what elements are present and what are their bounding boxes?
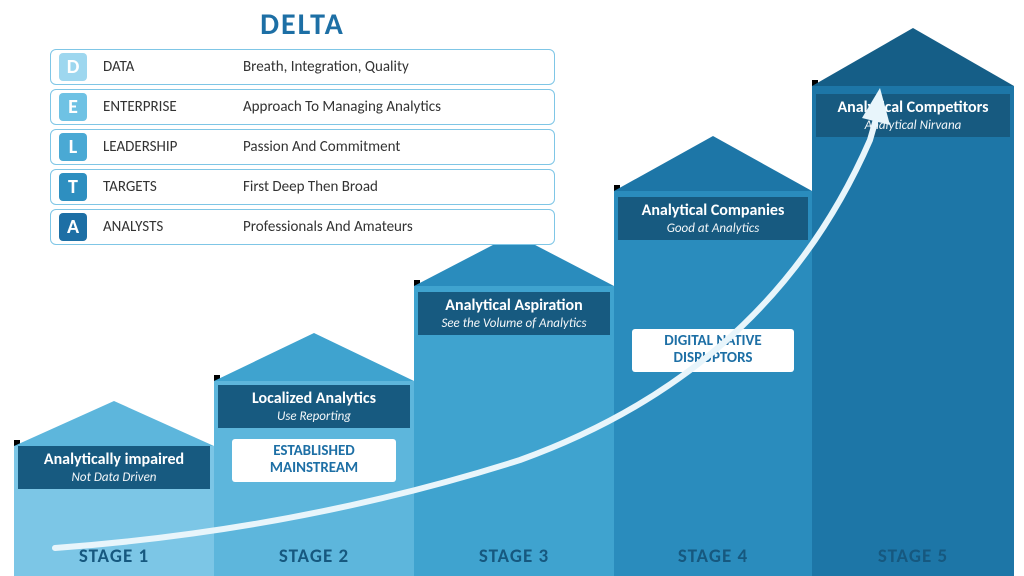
delta-legend: DELTA D DATABreath, Integration, Quality E… <box>50 6 555 249</box>
stage-peak <box>614 136 812 191</box>
legend-term: DATA <box>103 58 243 76</box>
stage-title: Analytical Aspiration <box>422 297 606 315</box>
legend-term: ENTERPRISE <box>103 98 243 116</box>
legend-term: ANALYSTS <box>103 218 243 236</box>
legend-letter: T <box>59 173 87 201</box>
stage-5: Analytical Competitors Analytical Nirvana… <box>812 28 1014 576</box>
legend-term: LEADERSHIP <box>103 138 243 156</box>
legend-row-d: D DATABreath, Integration, Quality <box>50 49 555 85</box>
legend-row-l: L LEADERSHIPPassion And Commitment <box>50 129 555 165</box>
stage-bar: Analytical Competitors Analytical Nirvana… <box>812 86 1014 576</box>
stage-heading: Localized Analytics Use Reporting <box>218 385 410 428</box>
stage-peak <box>214 333 414 381</box>
stage-heading: Analytically impaired Not Data Driven <box>18 446 210 489</box>
legend-row-e: E ENTERPRISEApproach To Managing Analytic… <box>50 89 555 125</box>
legend-letter: A <box>59 213 87 241</box>
legend-letter: D <box>59 53 87 81</box>
legend-desc: Professionals And Amateurs <box>243 218 413 236</box>
stage-1: Analytically impaired Not Data Driven STAG… <box>14 401 214 576</box>
stage-callout: ESTABLISHED MAINSTREAM <box>232 439 396 482</box>
stage-label: STAGE 1 <box>14 545 214 568</box>
legend-row-t: T TARGETSFirst Deep Then Broad <box>50 169 555 205</box>
stage-heading: Analytical Aspiration See the Volume of A… <box>418 292 610 335</box>
stage-bar: Analytical Companies Good at Analytics DIG… <box>614 191 812 576</box>
legend-desc: Approach To Managing Analytics <box>243 98 441 116</box>
stage-peak <box>14 401 214 446</box>
stage-bar: Analytically impaired Not Data Driven STAG… <box>14 446 214 576</box>
stage-bar: Analytical Aspiration See the Volume of A… <box>414 286 614 576</box>
stage-3: Analytical Aspiration See the Volume of A… <box>414 234 614 576</box>
stage-label: STAGE 5 <box>812 545 1014 568</box>
legend-desc: Breath, Integration, Quality <box>243 58 409 76</box>
stage-4: Analytical Companies Good at Analytics DIG… <box>614 136 812 576</box>
stage-label: STAGE 4 <box>614 545 812 568</box>
legend-letter: L <box>59 133 87 161</box>
legend-desc: First Deep Then Broad <box>243 178 378 196</box>
stage-heading: Analytical Companies Good at Analytics <box>618 197 808 240</box>
legend-term: TARGETS <box>103 178 243 196</box>
stage-subtitle: Not Data Driven <box>22 471 206 485</box>
stage-subtitle: See the Volume of Analytics <box>422 317 606 331</box>
stage-callout: DIGITAL NATIVE DISRUPTORS <box>632 329 794 372</box>
stage-title: Localized Analytics <box>222 390 406 408</box>
stage-peak <box>812 28 1014 86</box>
stage-subtitle: Good at Analytics <box>622 222 804 236</box>
stage-2: Localized Analytics Use Reporting ESTABLIS… <box>214 333 414 576</box>
delta-title: DELTA <box>50 6 555 43</box>
stage-subtitle: Use Reporting <box>222 410 406 424</box>
stage-title: Analytical Companies <box>622 202 804 220</box>
stage-label: STAGE 2 <box>214 545 414 568</box>
stage-heading: Analytical Competitors Analytical Nirvana <box>816 94 1010 137</box>
stage-bar: Localized Analytics Use Reporting ESTABLIS… <box>214 381 414 576</box>
legend-letter: E <box>59 93 87 121</box>
stage-label: STAGE 3 <box>414 545 614 568</box>
stage-title: Analytically impaired <box>22 451 206 469</box>
legend-row-a: A ANALYSTSProfessionals And Amateurs <box>50 209 555 245</box>
legend-desc: Passion And Commitment <box>243 138 400 156</box>
stage-subtitle: Analytical Nirvana <box>820 119 1006 133</box>
stage-title: Analytical Competitors <box>820 99 1006 117</box>
